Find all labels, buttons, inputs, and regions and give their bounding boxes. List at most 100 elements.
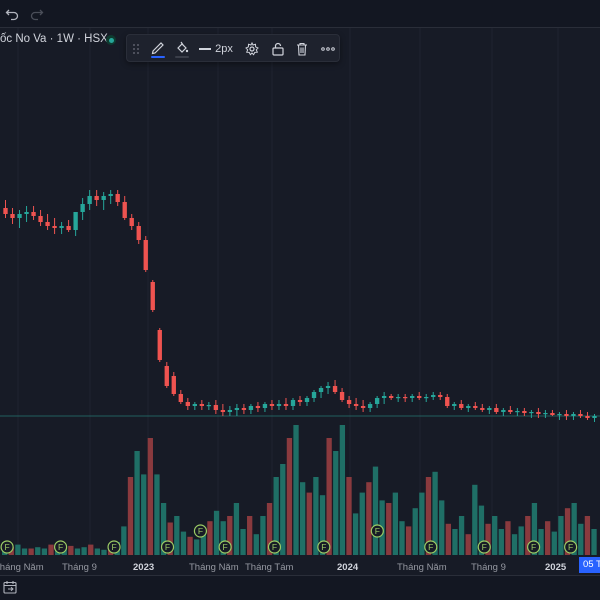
candle-body [438,395,443,397]
x-tick-label: 2024 [337,562,359,573]
volume-bar [465,534,471,555]
candle-body [178,394,183,402]
volume-bar [247,516,253,555]
volume-bar [48,544,54,555]
event-marker[interactable]: F [160,540,175,554]
event-marker[interactable]: F [370,524,384,538]
time-axis[interactable] [0,555,600,575]
event-marker[interactable]: F [424,540,438,554]
volume-bar [439,500,445,555]
event-marker[interactable]: F [218,540,232,554]
volume-bar [319,495,326,555]
candle-body [206,405,212,407]
candle-body [66,226,71,230]
pencil-icon[interactable] [147,38,169,60]
volume-bar [134,451,140,555]
candle-body [262,404,268,408]
event-marker[interactable]: F [267,540,282,554]
volume-bar [591,529,597,555]
candle-body [150,282,155,310]
candle-body [374,398,380,404]
volume-bar [180,531,187,555]
candle-body [143,240,148,270]
line-width-selector[interactable]: 2px [199,38,233,60]
event-marker-label: F [321,542,326,552]
x-tick-label: Tháng Năm [189,562,239,573]
event-marker[interactable]: F [564,540,578,554]
candle-body [515,411,520,413]
undo-icon[interactable] [2,4,22,24]
event-marker-label: F [58,542,63,552]
volume-bar [366,482,372,555]
volume-bar [35,547,41,555]
volume-bar [333,451,339,555]
more-icon[interactable] [317,38,339,60]
fill-bucket-icon[interactable] [171,38,193,60]
event-marker[interactable]: F [107,540,121,554]
gear-icon[interactable] [241,38,263,60]
event-marker[interactable]: F [53,540,68,554]
candle-body [59,226,64,228]
candle-body [325,386,331,388]
calendar-icon[interactable] [3,580,17,594]
candle-body [564,414,569,416]
event-markers[interactable]: F F F F F F F F F F F F F [0,524,578,554]
candle-body [452,404,457,406]
x-tick-label: Tháng Năm [0,562,44,573]
candle-body [17,214,22,218]
candle-body [466,406,471,408]
candle-body [248,406,254,410]
volume-bar [101,549,107,555]
candle-body [290,400,296,406]
volume-bar [74,548,81,555]
event-marker[interactable]: F [193,524,208,538]
volume-bar [405,526,412,555]
drag-handle-icon[interactable] [131,38,141,60]
candle-body [234,408,240,410]
candle-body [494,408,499,412]
candle-body [536,412,541,414]
candle-body [297,400,303,402]
line-width-label: 2px [215,43,233,55]
candle-body [185,402,190,406]
candle-body [445,397,450,406]
candle-body [311,392,317,398]
x-tick-label: 2023 [133,562,155,573]
event-marker[interactable]: F [0,540,14,554]
drawing-toolbar: 2px [126,34,340,62]
event-marker[interactable]: F [317,540,331,554]
event-marker[interactable]: F [527,540,541,554]
candle-body [360,406,366,408]
x-tick-label: 2025 [545,562,567,573]
candle-body [550,413,555,415]
event-marker-circle [424,540,438,554]
candle-body [241,408,247,410]
candle-body [353,404,359,406]
event-marker-label: F [428,542,433,552]
candle-body [585,416,590,418]
volume-bar [498,529,504,555]
candle-body [395,397,401,399]
unlock-icon[interactable] [267,38,289,60]
candle-body [122,202,127,218]
line-width-icon [199,48,212,50]
candle-body [543,413,548,415]
trash-icon[interactable] [291,38,313,60]
volume-bar [220,521,226,555]
volume-bar [207,521,213,555]
candle-body [24,212,29,214]
volume-bar [564,508,571,555]
volume-bar [121,526,127,555]
volume-bar [41,548,48,555]
volume-bar [326,438,332,555]
symbol-title[interactable]: ốc No Va · 1W · HSX [0,33,108,45]
event-marker[interactable]: F [477,540,491,554]
volume-bar [399,521,405,555]
candle-body [276,404,282,406]
candlesticks [3,190,597,422]
candle-body [52,226,57,228]
market-status-icon [106,35,116,45]
redo-icon[interactable] [27,4,47,24]
candle-body [80,204,85,212]
